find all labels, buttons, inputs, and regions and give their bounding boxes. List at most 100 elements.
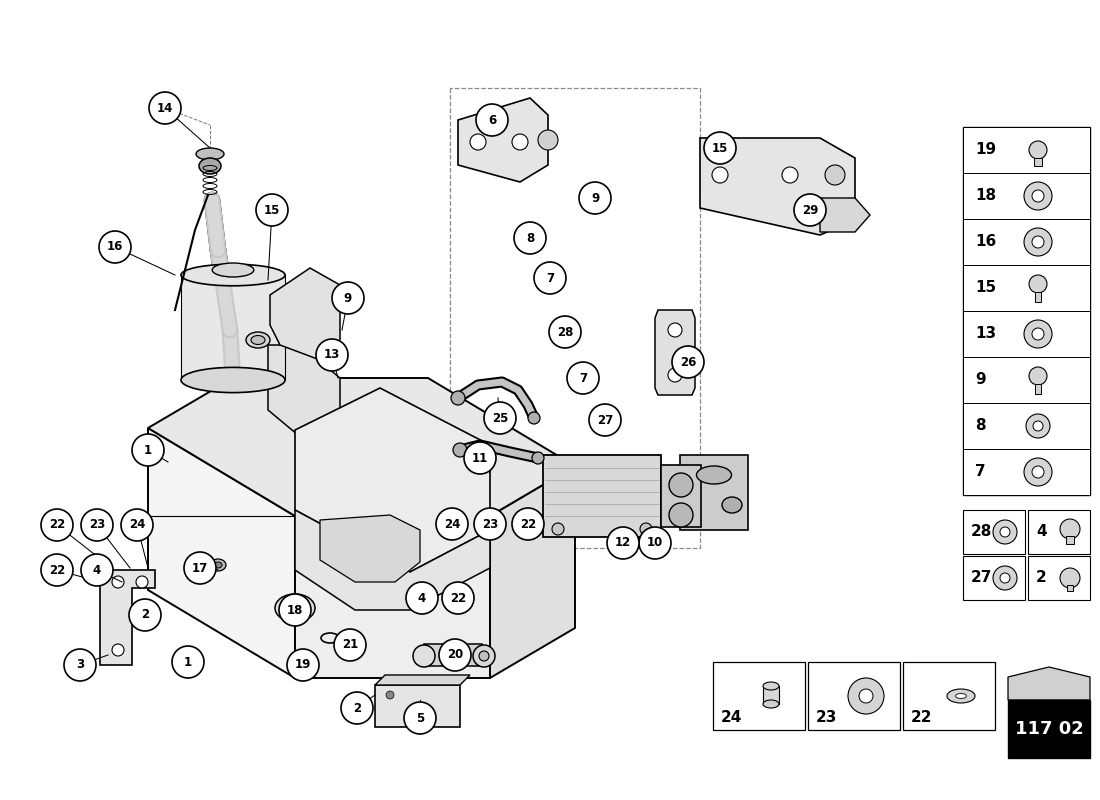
- Circle shape: [1028, 141, 1047, 159]
- Polygon shape: [1008, 667, 1090, 700]
- Polygon shape: [100, 570, 155, 665]
- Ellipse shape: [210, 559, 225, 571]
- FancyBboxPatch shape: [375, 685, 460, 727]
- FancyBboxPatch shape: [962, 510, 1025, 554]
- FancyBboxPatch shape: [1066, 536, 1074, 544]
- Text: 18: 18: [975, 189, 997, 203]
- Text: 15: 15: [264, 203, 280, 217]
- Circle shape: [1032, 328, 1044, 340]
- Circle shape: [668, 368, 682, 382]
- Text: 7: 7: [579, 371, 587, 385]
- Circle shape: [112, 644, 124, 656]
- Circle shape: [704, 132, 736, 164]
- Text: 20: 20: [447, 649, 463, 662]
- Circle shape: [514, 222, 546, 254]
- Text: 4: 4: [418, 591, 426, 605]
- Circle shape: [825, 165, 845, 185]
- Circle shape: [993, 520, 1018, 544]
- FancyBboxPatch shape: [962, 556, 1025, 600]
- Circle shape: [672, 346, 704, 378]
- Text: 8: 8: [526, 231, 535, 245]
- Circle shape: [256, 194, 288, 226]
- Circle shape: [334, 629, 366, 661]
- Text: 27: 27: [971, 570, 992, 586]
- Circle shape: [549, 316, 581, 348]
- Text: 16: 16: [975, 234, 997, 250]
- Text: 4: 4: [1036, 525, 1046, 539]
- FancyBboxPatch shape: [962, 357, 1090, 403]
- Text: 16: 16: [107, 241, 123, 254]
- FancyBboxPatch shape: [424, 644, 482, 666]
- Circle shape: [579, 182, 610, 214]
- Circle shape: [464, 442, 496, 474]
- Text: 22: 22: [450, 591, 466, 605]
- Circle shape: [442, 582, 474, 614]
- Circle shape: [470, 134, 486, 150]
- Circle shape: [1033, 421, 1043, 431]
- FancyBboxPatch shape: [962, 403, 1090, 449]
- Text: 14: 14: [157, 102, 173, 114]
- FancyBboxPatch shape: [962, 449, 1090, 495]
- FancyBboxPatch shape: [763, 686, 779, 704]
- Text: 27: 27: [597, 414, 613, 426]
- Circle shape: [439, 639, 471, 671]
- Ellipse shape: [532, 452, 544, 464]
- Text: 24: 24: [443, 518, 460, 530]
- Circle shape: [669, 503, 693, 527]
- Text: 21: 21: [342, 638, 359, 651]
- Circle shape: [639, 527, 671, 559]
- Circle shape: [1024, 182, 1052, 210]
- Polygon shape: [320, 515, 420, 582]
- Circle shape: [121, 509, 153, 541]
- Circle shape: [136, 576, 149, 588]
- Ellipse shape: [722, 497, 742, 513]
- Text: 1: 1: [184, 655, 192, 669]
- Circle shape: [172, 646, 204, 678]
- Circle shape: [1032, 190, 1044, 202]
- Text: 7: 7: [975, 465, 986, 479]
- Text: 13: 13: [323, 349, 340, 362]
- Text: 24: 24: [129, 518, 145, 531]
- Text: a passion for parts since 1985: a passion for parts since 1985: [220, 467, 560, 623]
- Text: 22: 22: [911, 710, 933, 726]
- Ellipse shape: [478, 651, 490, 661]
- Circle shape: [112, 576, 124, 588]
- Text: 3: 3: [76, 658, 84, 671]
- Circle shape: [1060, 568, 1080, 588]
- Ellipse shape: [199, 158, 221, 174]
- Text: 117 02: 117 02: [1014, 720, 1084, 738]
- Ellipse shape: [451, 391, 465, 405]
- Ellipse shape: [246, 332, 270, 348]
- Circle shape: [512, 508, 544, 540]
- Text: 2: 2: [353, 702, 361, 714]
- Circle shape: [534, 262, 566, 294]
- FancyBboxPatch shape: [680, 455, 748, 530]
- Polygon shape: [700, 138, 855, 235]
- Circle shape: [1024, 458, 1052, 486]
- Ellipse shape: [182, 367, 285, 393]
- Ellipse shape: [275, 594, 315, 622]
- Ellipse shape: [251, 335, 265, 345]
- Circle shape: [1028, 367, 1047, 385]
- Circle shape: [538, 130, 558, 150]
- Circle shape: [712, 167, 728, 183]
- Circle shape: [474, 508, 506, 540]
- FancyBboxPatch shape: [962, 219, 1090, 265]
- Text: 18: 18: [287, 603, 304, 617]
- Circle shape: [436, 508, 468, 540]
- Text: 15: 15: [975, 281, 997, 295]
- Circle shape: [588, 404, 621, 436]
- Polygon shape: [458, 98, 548, 182]
- Polygon shape: [182, 275, 285, 380]
- Circle shape: [184, 552, 216, 584]
- Polygon shape: [820, 198, 870, 232]
- FancyBboxPatch shape: [962, 127, 1090, 495]
- Text: 10: 10: [647, 537, 663, 550]
- Ellipse shape: [696, 466, 732, 484]
- Circle shape: [332, 282, 364, 314]
- FancyBboxPatch shape: [1067, 585, 1072, 591]
- Circle shape: [552, 523, 564, 535]
- Circle shape: [132, 434, 164, 466]
- Text: 23: 23: [482, 518, 498, 530]
- Circle shape: [993, 566, 1018, 590]
